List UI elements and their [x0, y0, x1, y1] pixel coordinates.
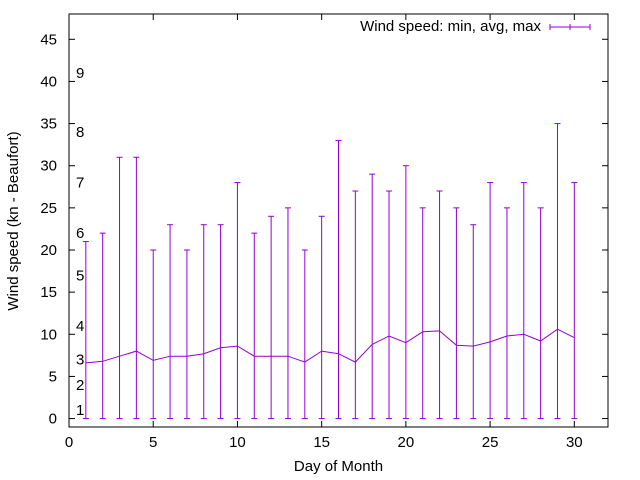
beaufort-label: 5	[76, 267, 84, 284]
beaufort-label: 4	[76, 318, 84, 335]
x-tick-label: 5	[149, 434, 157, 451]
average-line	[85, 328, 575, 364]
x-axis: 0 5 10 15 20 25 30	[65, 14, 583, 451]
x-tick-label: 30	[566, 434, 583, 451]
x-tick-label: 10	[229, 434, 246, 451]
y-tick-label: 15	[40, 284, 57, 301]
x-tick-label: 15	[313, 434, 330, 451]
x-tick-label: 20	[398, 434, 415, 451]
y-tick-label: 20	[40, 242, 57, 259]
legend: Wind speed: min, avg, max	[360, 18, 591, 35]
x-tick-label: 25	[482, 434, 499, 451]
legend-label: Wind speed: min, avg, max	[360, 18, 541, 35]
y-axis-title: Wind speed (kn - Beaufort)	[5, 131, 22, 310]
legend-key	[549, 24, 591, 30]
plot-frame	[68, 13, 609, 428]
y-tick-label: 0	[49, 411, 57, 428]
beaufort-label: 9	[76, 65, 84, 82]
beaufort-label: 8	[76, 124, 84, 141]
x-axis-title: Day of Month	[294, 458, 383, 475]
beaufort-label: 3	[76, 352, 84, 369]
beaufort-scale-labels: 1 2 3 4 5 6 7 8 9	[76, 65, 84, 419]
y-tick-label: 45	[40, 31, 57, 48]
y-tick-label: 10	[40, 326, 57, 343]
beaufort-label: 7	[76, 175, 84, 192]
y-tick-label: 35	[40, 116, 57, 133]
beaufort-label: 2	[76, 377, 84, 394]
y-tick-label: 5	[49, 368, 57, 385]
y-tick-label: 30	[40, 158, 57, 175]
x-tick-label: 0	[65, 434, 73, 451]
beaufort-label: 6	[76, 225, 84, 242]
y-tick-label: 25	[40, 200, 57, 217]
plot-marks	[82, 123, 578, 420]
y-tick-label: 40	[40, 73, 57, 90]
beaufort-label: 1	[76, 402, 84, 419]
